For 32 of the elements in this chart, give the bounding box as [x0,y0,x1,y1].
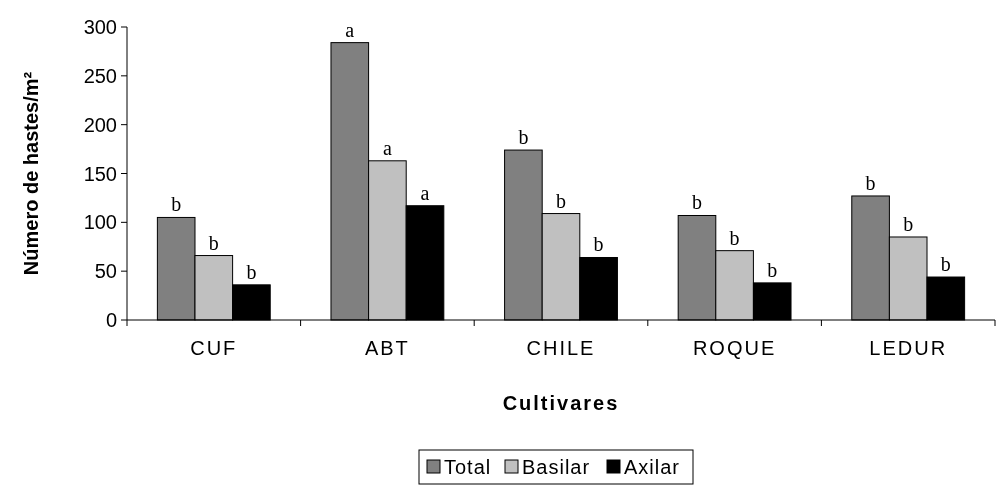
x-axis-title: Cultivares [502,392,620,414]
data-label: b [518,126,529,149]
data-label: b [691,191,702,214]
data-label: b [903,212,914,235]
y-tick-label: 50 [94,260,117,283]
x-tick-label: CHILE [526,337,596,359]
legend-label: Axilar [624,456,681,478]
y-tick-label: 200 [83,113,117,136]
y-tick-label: 150 [83,162,117,185]
x-tick-label: ROQUE [692,337,777,359]
data-label: b [940,253,951,276]
y-axis-title: Número de hastes/m² [20,71,42,276]
data-label: a [420,181,430,204]
data-label: b [729,226,740,249]
y-tick-label: 0 [105,309,117,331]
x-tick-label: ABT [364,337,410,359]
data-label: b [171,193,182,216]
legend-label: Total [444,456,492,478]
data-label: b [593,233,604,256]
data-label: b [556,189,566,212]
data-label: a [382,136,392,159]
x-tick-label: CUF [190,337,238,359]
data-label: b [865,171,876,194]
data-label: b [246,260,257,283]
legend-label: Basilar [522,456,591,478]
y-tick-label: 100 [83,211,117,234]
x-tick-label: LEDUR [869,337,948,359]
data-label: b [208,231,219,254]
data-label: b [767,258,778,281]
y-tick-label: 250 [83,64,117,87]
data-label: a [345,18,355,41]
y-tick-label: 300 [83,16,117,38]
